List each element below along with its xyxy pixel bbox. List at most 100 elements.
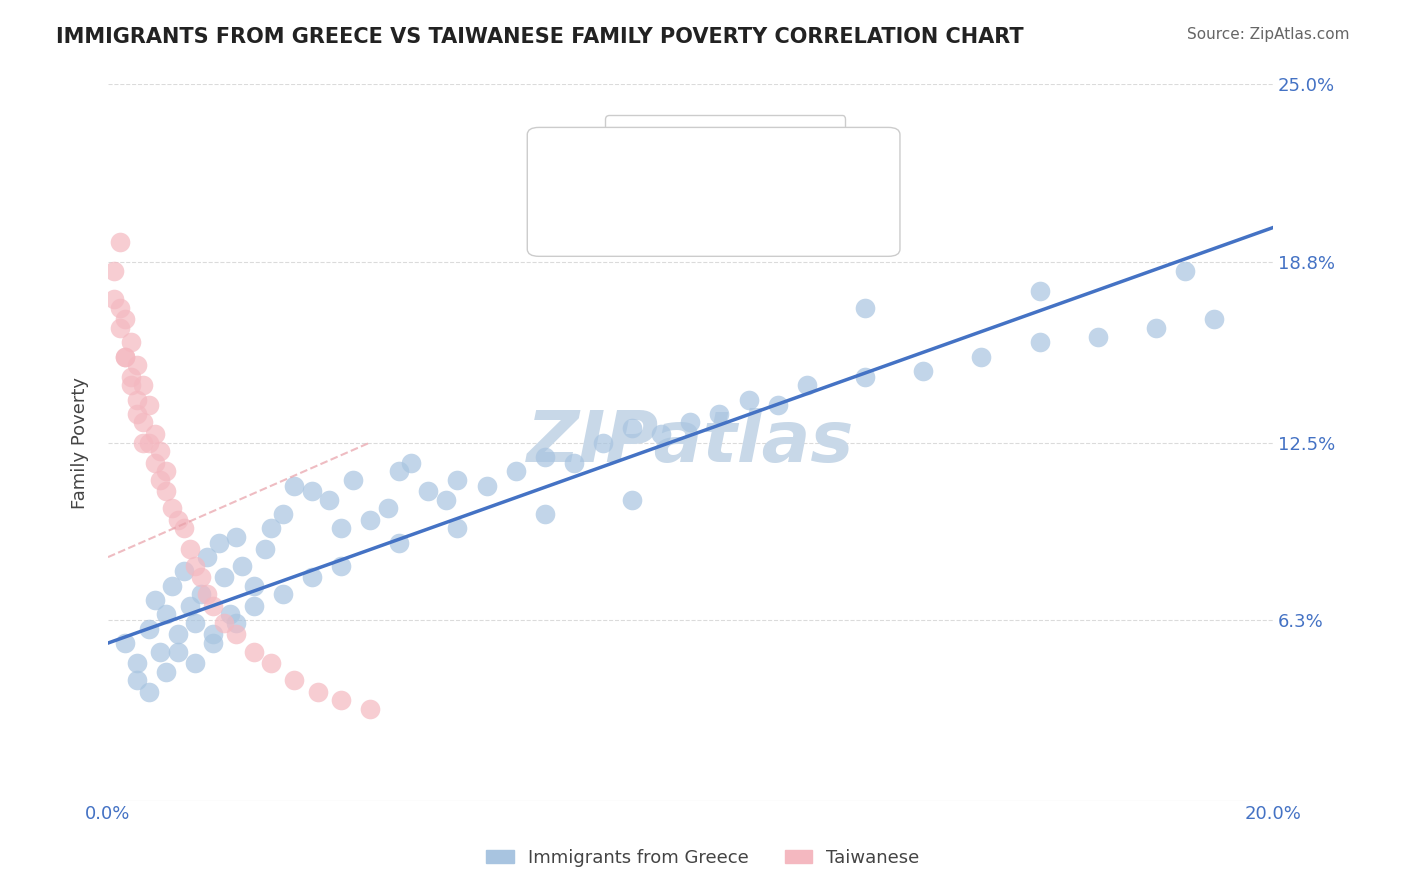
- Point: [621, 421, 644, 435]
- Point: [1174, 263, 1197, 277]
- Point: [114, 312, 136, 326]
- Point: [1087, 329, 1109, 343]
- Point: [160, 579, 183, 593]
- Point: [201, 636, 224, 650]
- Point: [103, 263, 125, 277]
- Point: [214, 570, 236, 584]
- Point: [592, 435, 614, 450]
- Point: [1204, 312, 1226, 326]
- Text: ZIPatlas: ZIPatlas: [527, 408, 853, 477]
- Point: [120, 369, 142, 384]
- Point: [207, 536, 229, 550]
- Point: [127, 656, 149, 670]
- Point: [621, 492, 644, 507]
- Point: [359, 513, 381, 527]
- Point: [138, 685, 160, 699]
- Point: [167, 513, 190, 527]
- Point: [225, 615, 247, 630]
- Point: [132, 416, 155, 430]
- Point: [505, 464, 527, 478]
- Point: [271, 587, 294, 601]
- Point: [190, 570, 212, 584]
- Point: [195, 550, 218, 565]
- Point: [103, 293, 125, 307]
- Point: [853, 369, 876, 384]
- Point: [329, 521, 352, 535]
- Point: [214, 615, 236, 630]
- Point: [1144, 321, 1167, 335]
- Point: [679, 416, 702, 430]
- Point: [377, 501, 399, 516]
- Point: [167, 645, 190, 659]
- Point: [138, 398, 160, 412]
- Point: [231, 558, 253, 573]
- Point: [184, 558, 207, 573]
- Point: [342, 473, 364, 487]
- Point: [143, 593, 166, 607]
- Point: [184, 615, 207, 630]
- Text: Source: ZipAtlas.com: Source: ZipAtlas.com: [1187, 27, 1350, 42]
- Point: [737, 178, 759, 192]
- Point: [149, 473, 172, 487]
- Point: [301, 570, 323, 584]
- Point: [418, 484, 440, 499]
- Point: [138, 622, 160, 636]
- Point: [318, 492, 340, 507]
- Point: [160, 501, 183, 516]
- Point: [108, 321, 131, 335]
- Point: [201, 627, 224, 641]
- Point: [173, 565, 195, 579]
- Point: [149, 444, 172, 458]
- Point: [108, 301, 131, 315]
- Point: [399, 456, 422, 470]
- Point: [184, 656, 207, 670]
- Point: [650, 426, 672, 441]
- Point: [388, 536, 411, 550]
- Point: [114, 350, 136, 364]
- Point: [138, 435, 160, 450]
- Legend: Immigrants from Greece, Taiwanese: Immigrants from Greece, Taiwanese: [479, 842, 927, 874]
- Point: [359, 702, 381, 716]
- Point: [912, 364, 935, 378]
- Legend: R = 0.490   N = 73, R =  0.138   N = 41: R = 0.490 N = 73, R = 0.138 N = 41: [605, 115, 845, 182]
- Point: [709, 407, 731, 421]
- Point: [127, 673, 149, 688]
- Point: [143, 426, 166, 441]
- Point: [225, 530, 247, 544]
- Point: [225, 627, 247, 641]
- Point: [254, 541, 277, 556]
- Y-axis label: Family Poverty: Family Poverty: [72, 376, 89, 508]
- Point: [127, 392, 149, 407]
- Point: [970, 350, 993, 364]
- Point: [329, 558, 352, 573]
- Point: [114, 350, 136, 364]
- Point: [120, 378, 142, 392]
- Text: IMMIGRANTS FROM GREECE VS TAIWANESE FAMILY POVERTY CORRELATION CHART: IMMIGRANTS FROM GREECE VS TAIWANESE FAMI…: [56, 27, 1024, 46]
- Point: [260, 656, 283, 670]
- Point: [190, 587, 212, 601]
- Point: [149, 645, 172, 659]
- Point: [562, 456, 585, 470]
- Point: [533, 507, 555, 521]
- Point: [475, 478, 498, 492]
- Point: [143, 456, 166, 470]
- Point: [242, 645, 264, 659]
- Point: [127, 407, 149, 421]
- Point: [242, 599, 264, 613]
- FancyBboxPatch shape: [527, 128, 900, 256]
- Point: [114, 636, 136, 650]
- Point: [388, 464, 411, 478]
- Point: [1028, 335, 1050, 350]
- Point: [766, 398, 789, 412]
- Point: [155, 607, 177, 622]
- Point: [132, 435, 155, 450]
- Point: [179, 599, 201, 613]
- Point: [127, 358, 149, 372]
- Point: [242, 579, 264, 593]
- Point: [155, 665, 177, 679]
- Point: [167, 627, 190, 641]
- Point: [108, 235, 131, 249]
- Point: [853, 301, 876, 315]
- Point: [329, 693, 352, 707]
- Point: [173, 521, 195, 535]
